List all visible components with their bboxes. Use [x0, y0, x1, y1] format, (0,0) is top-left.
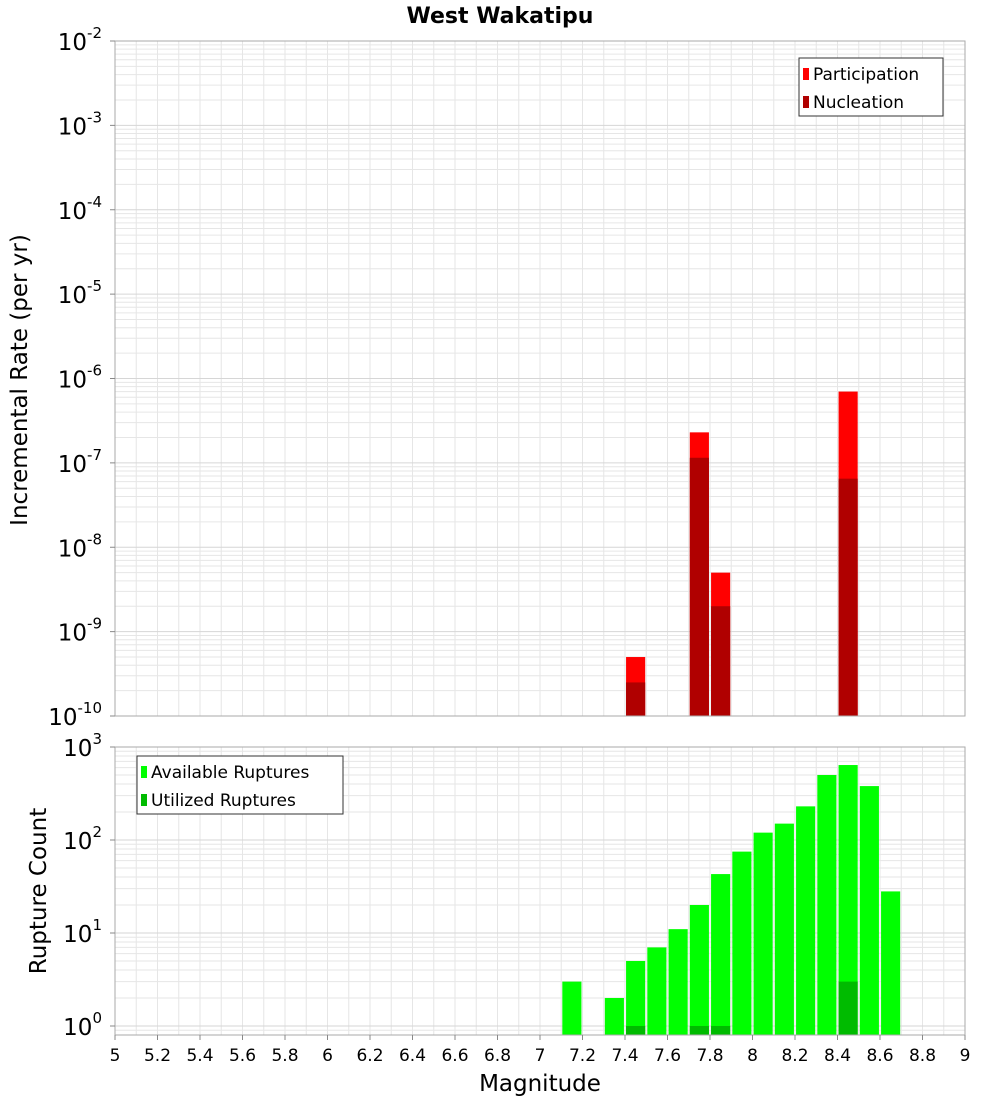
bottom-bar-available-ruptures: [838, 765, 858, 1035]
x-tick-label: 7.2: [569, 1046, 596, 1066]
bottom-bar-utilized-ruptures: [689, 1025, 709, 1035]
bottom-bar-available-ruptures: [668, 929, 688, 1035]
bottom-legend-label: Utilized Ruptures: [151, 791, 296, 811]
top-legend-label: Participation: [813, 65, 919, 85]
top-bars: [626, 391, 858, 716]
bottom-legend-label: Available Ruptures: [151, 763, 309, 783]
top-y-tick-label: 10-9: [58, 615, 102, 647]
top-y-tick-label: 10-8: [58, 530, 102, 562]
bottom-bar-available-ruptures: [753, 832, 773, 1035]
bottom-bar-utilized-ruptures: [838, 981, 858, 1035]
bottom-bar-available-ruptures: [562, 981, 582, 1035]
top-y-tick-label: 10-5: [58, 277, 102, 309]
x-tick-label: 9: [960, 1046, 971, 1066]
top-grid: [114, 40, 966, 717]
x-tick-label: 7.6: [654, 1046, 681, 1066]
bottom-bar-available-ruptures: [881, 891, 901, 1035]
bottom-bar-utilized-ruptures: [626, 1025, 646, 1035]
bottom-y-ticks: 103 102 101 100: [63, 730, 115, 1041]
top-bar-nucleation: [626, 682, 646, 716]
top-y-tick-label: 10-7: [58, 446, 102, 478]
top-legend-box: [798, 57, 944, 117]
top-bar-nucleation: [838, 478, 858, 716]
bottom-bar-utilized-ruptures: [711, 1025, 731, 1035]
x-tick-label: 6.4: [399, 1046, 426, 1066]
x-tick-label: 5.2: [144, 1046, 171, 1066]
x-tick-label: 6.6: [441, 1046, 468, 1066]
bottom-bar-available-ruptures: [796, 806, 816, 1035]
bottom-y-tick-label: 102: [63, 823, 102, 855]
x-tick-label: 5.8: [271, 1046, 298, 1066]
bottom-bar-available-ruptures: [604, 997, 624, 1035]
chart-title: West Wakatipu: [407, 4, 594, 29]
bottom-y-axis-label: Rupture Count: [26, 808, 52, 974]
top-bar-nucleation: [689, 457, 709, 716]
x-tick-label: 7.4: [611, 1046, 638, 1066]
bottom-bars: [562, 765, 901, 1035]
x-tick-label: 6.2: [356, 1046, 383, 1066]
x-tick-label: 5: [110, 1046, 121, 1066]
top-y-axis-label: Incremental Rate (per yr): [7, 234, 33, 526]
top-legend-swatch: [803, 96, 809, 108]
x-tick-label: 8.4: [824, 1046, 851, 1066]
top-legend-swatch: [803, 68, 809, 80]
x-tick-label: 7.8: [696, 1046, 723, 1066]
top-y-tick-label: 10-6: [58, 362, 102, 394]
x-tick-label: 8: [747, 1046, 758, 1066]
top-legend-label: Nucleation: [813, 93, 904, 113]
bottom-bar-available-ruptures: [647, 947, 667, 1035]
bottom-legend-box: [136, 755, 344, 815]
top-y-tick-label: 10-3: [58, 108, 102, 140]
bottom-bar-available-ruptures: [711, 874, 731, 1035]
bottom-y-tick-label: 100: [63, 1009, 102, 1041]
bottom-bar-available-ruptures: [817, 774, 837, 1035]
x-tick-label: 7: [535, 1046, 546, 1066]
bottom-legend-swatch: [141, 794, 147, 806]
bottom-bar-available-ruptures: [774, 823, 794, 1035]
bottom-y-tick-label: 103: [63, 730, 102, 762]
bottom-y-tick-label: 101: [63, 916, 102, 948]
top-y-ticks: 10-2 10-3 10-4 10-5 10-6 10-7 10-8 10-9 10-10: [48, 24, 115, 731]
x-tick-label: 5.4: [186, 1046, 213, 1066]
x-tick-label: 8.8: [909, 1046, 936, 1066]
bottom-legend-swatch: [141, 766, 147, 778]
top-y-tick-label: 10-10: [48, 699, 102, 731]
top-panel: 10-2 10-3 10-4 10-5 10-6 10-7 10-8 10-9 10-10 In…: [7, 24, 966, 731]
top-y-tick-label: 10-2: [58, 24, 102, 56]
top-legend: Participation Nucleation: [798, 57, 944, 117]
x-axis-label: Magnitude: [479, 1071, 601, 1097]
x-tick-label: 6: [322, 1046, 333, 1066]
x-tick-label: 8.2: [781, 1046, 808, 1066]
x-tick-label: 6.8: [484, 1046, 511, 1066]
bottom-legend: Available Ruptures Utilized Ruptures: [136, 755, 344, 815]
bottom-bar-available-ruptures: [859, 786, 879, 1035]
bottom-bar-available-ruptures: [626, 960, 646, 1035]
bottom-bar-available-ruptures: [732, 851, 752, 1035]
bottom-panel: 103 102 101 100 Rupture Count Available Rup…: [26, 730, 970, 1097]
top-y-tick-label: 10-4: [58, 193, 102, 225]
x-tick-label: 5.6: [229, 1046, 256, 1066]
bottom-bar-available-ruptures: [689, 904, 709, 1035]
x-ticks: 5 5.2 5.4 5.6 5.8 6 6.2 6.4 6.6 6.8 7 7.2 7.4 7.6 7.8 8…: [110, 1035, 971, 1066]
top-bar-nucleation: [711, 606, 731, 716]
x-tick-label: 8.6: [866, 1046, 893, 1066]
